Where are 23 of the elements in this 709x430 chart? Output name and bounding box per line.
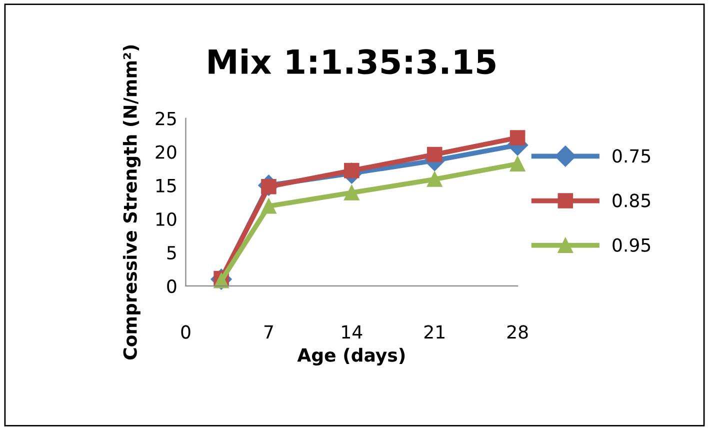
chart-title: Mix 1:1.35:3.15	[208, 48, 496, 74]
y-tick-label: 15	[156, 179, 176, 192]
x-tick-label: 21	[424, 325, 444, 339]
y-tick-label: 10	[156, 212, 176, 226]
y-tick-label: 0	[167, 279, 176, 294]
y-tick-label: 25	[156, 112, 176, 126]
point	[426, 146, 442, 162]
x-tick-label: 7	[264, 325, 273, 339]
x-tick-label: 28	[507, 325, 528, 339]
legend-label: 0.75	[612, 149, 650, 163]
y-tick-label: 5	[167, 246, 176, 260]
y-tick-label: 20	[156, 145, 176, 159]
point	[344, 185, 360, 200]
legend-label: 0.85	[612, 194, 650, 208]
x-tick-label: 14	[342, 325, 362, 339]
point	[510, 156, 526, 172]
y-axis-title: Compressive Strength (N/mm²)	[122, 45, 141, 360]
legend-label: 0.95	[612, 238, 650, 252]
point	[510, 130, 526, 146]
point	[426, 172, 442, 187]
point	[261, 198, 276, 214]
x-tick-label: 0	[181, 325, 190, 339]
x-axis-title: Age (days)	[297, 348, 405, 366]
